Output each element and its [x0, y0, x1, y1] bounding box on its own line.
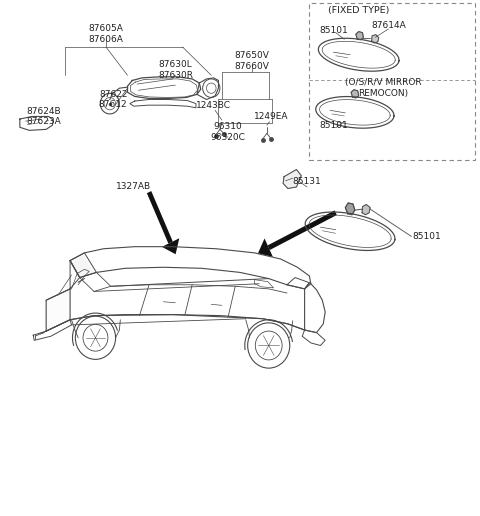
Text: 87605A
87606A: 87605A 87606A	[88, 24, 123, 44]
Text: 1243BC: 1243BC	[196, 101, 231, 110]
Text: 87650V
87660V: 87650V 87660V	[235, 51, 269, 71]
Text: 87622
87612: 87622 87612	[99, 90, 128, 109]
Polygon shape	[46, 289, 70, 331]
Polygon shape	[372, 35, 379, 43]
Polygon shape	[356, 31, 363, 40]
Text: 87624B
87623A: 87624B 87623A	[26, 107, 61, 126]
Text: 87614A: 87614A	[371, 21, 406, 30]
Polygon shape	[258, 238, 273, 257]
Text: 85101: 85101	[412, 232, 441, 241]
Polygon shape	[345, 203, 355, 215]
Text: 85101: 85101	[319, 121, 348, 130]
Text: 1249EA: 1249EA	[254, 112, 288, 121]
Polygon shape	[351, 90, 359, 98]
Text: (O/S/R/V MIRROR
REMOCON): (O/S/R/V MIRROR REMOCON)	[345, 78, 422, 98]
Polygon shape	[147, 191, 173, 244]
Polygon shape	[362, 204, 370, 215]
Text: (FIXED TYPE): (FIXED TYPE)	[328, 7, 389, 15]
Polygon shape	[72, 255, 95, 278]
Text: 85101: 85101	[319, 26, 348, 35]
Text: 1327AB: 1327AB	[116, 183, 151, 191]
Polygon shape	[162, 238, 180, 254]
Text: 87630L
87630R: 87630L 87630R	[158, 60, 193, 80]
Text: 96310
96320C: 96310 96320C	[211, 122, 245, 141]
Polygon shape	[283, 169, 301, 188]
Bar	[310, 3, 475, 160]
Polygon shape	[268, 211, 337, 250]
Text: 85131: 85131	[293, 178, 322, 186]
